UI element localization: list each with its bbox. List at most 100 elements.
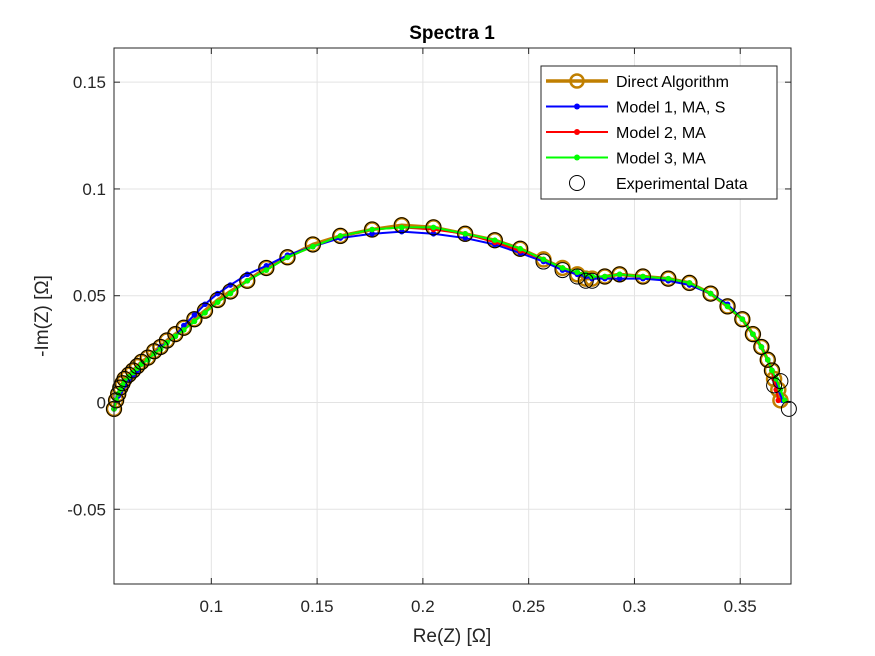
data-point bbox=[540, 256, 547, 263]
data-point bbox=[186, 311, 203, 328]
y-tick-label: 0.1 bbox=[82, 180, 106, 199]
legend-label: Direct Algorithm bbox=[616, 74, 729, 91]
series-layer bbox=[105, 216, 797, 418]
data-point bbox=[202, 301, 208, 308]
data-point bbox=[139, 349, 156, 366]
data-point bbox=[602, 273, 608, 280]
data-point bbox=[364, 221, 381, 238]
data-point bbox=[660, 270, 677, 287]
x-tick-label: 0.35 bbox=[724, 597, 757, 616]
data-point bbox=[554, 262, 571, 279]
legend-entry-experimental-data: Experimental Data bbox=[569, 175, 748, 193]
data-point bbox=[753, 338, 770, 355]
data-point bbox=[304, 236, 321, 253]
data-point bbox=[120, 366, 137, 383]
data-point bbox=[332, 227, 349, 244]
data-point bbox=[569, 268, 586, 285]
data-point bbox=[772, 373, 789, 390]
data-point bbox=[258, 259, 275, 276]
data-point bbox=[574, 269, 581, 276]
legend-swatch-marker bbox=[569, 175, 585, 191]
series-experimental-data bbox=[106, 217, 797, 417]
data-point bbox=[686, 280, 693, 286]
x-tick-label: 0.3 bbox=[623, 597, 647, 616]
data-point bbox=[310, 243, 316, 250]
data-point bbox=[611, 266, 628, 283]
data-point bbox=[724, 303, 731, 310]
y-tick-label: 0 bbox=[97, 393, 106, 412]
data-point bbox=[758, 344, 765, 350]
data-point bbox=[209, 291, 226, 308]
data-point bbox=[191, 318, 198, 325]
data-point bbox=[158, 332, 175, 349]
data-point bbox=[214, 290, 221, 297]
data-point bbox=[227, 290, 234, 297]
legend-entries: Direct Algorithm Model 1, MA, S Model 2, M… bbox=[546, 73, 748, 193]
data-point bbox=[462, 230, 468, 237]
data-point bbox=[239, 272, 256, 289]
legend[interactable]: Direct Algorithm Model 1, MA, S Model 2, M… bbox=[540, 65, 778, 200]
data-point bbox=[369, 230, 375, 237]
legend-swatch-marker bbox=[569, 73, 585, 89]
legend-entry-model-2-ma: Model 2, MA bbox=[546, 125, 706, 142]
data-point bbox=[734, 311, 751, 328]
data-point bbox=[462, 235, 468, 241]
data-point bbox=[457, 225, 474, 242]
legend-entry-model-1-ma-s: Model 1, MA, S bbox=[546, 100, 725, 117]
data-point bbox=[430, 224, 437, 231]
legend-swatch-marker bbox=[574, 103, 580, 110]
x-tick-label: 0.2 bbox=[411, 597, 435, 616]
legend-entry-direct-algorithm: Direct Algorithm bbox=[546, 73, 729, 91]
data-point bbox=[535, 253, 552, 270]
y-tick-label: 0.15 bbox=[73, 73, 106, 92]
data-point bbox=[634, 268, 651, 285]
legend-label: Experimental Data bbox=[616, 176, 748, 193]
data-point bbox=[707, 290, 714, 297]
data-point bbox=[125, 362, 142, 379]
data-point bbox=[425, 219, 442, 236]
data-point bbox=[486, 232, 503, 249]
data-point bbox=[227, 282, 234, 288]
data-point bbox=[244, 277, 251, 284]
data-point bbox=[681, 274, 698, 291]
data-point bbox=[616, 275, 623, 282]
data-point bbox=[398, 224, 405, 231]
data-point bbox=[263, 267, 270, 273]
data-point bbox=[577, 272, 594, 289]
x-tick-label: 0.15 bbox=[301, 597, 334, 616]
data-point bbox=[244, 271, 251, 278]
data-point bbox=[744, 326, 761, 343]
data-point bbox=[393, 217, 410, 234]
data-point bbox=[780, 400, 797, 417]
data-point bbox=[369, 226, 375, 233]
legend-swatch-marker bbox=[574, 154, 580, 161]
data-point bbox=[616, 271, 623, 278]
y-axis-label: -Im(Z) [Ω] bbox=[32, 275, 53, 357]
legend-swatch-marker bbox=[574, 129, 580, 135]
data-point bbox=[775, 397, 782, 404]
data-point bbox=[222, 283, 239, 300]
data-point bbox=[739, 316, 746, 323]
legend-label: Model 1, MA, S bbox=[616, 100, 725, 117]
data-point bbox=[181, 322, 187, 329]
data-point bbox=[129, 358, 146, 375]
data-point bbox=[337, 233, 344, 239]
data-point bbox=[719, 298, 736, 315]
y-tick-label: -0.05 bbox=[67, 500, 106, 519]
data-point bbox=[116, 370, 133, 387]
data-point bbox=[263, 263, 270, 269]
chart-title: Spectra 1 bbox=[409, 23, 495, 44]
data-point bbox=[512, 240, 529, 257]
data-point bbox=[284, 254, 291, 261]
plot-frame bbox=[113, 47, 792, 585]
data-point bbox=[764, 356, 771, 363]
legend-entry-model-3-ma: Model 3, MA bbox=[546, 151, 706, 168]
data-point bbox=[191, 312, 198, 318]
data-point bbox=[759, 351, 776, 368]
data-point bbox=[114, 375, 131, 392]
data-point bbox=[196, 302, 213, 319]
data-point bbox=[152, 338, 169, 355]
data-point bbox=[517, 245, 523, 252]
legend-label: Model 3, MA bbox=[616, 151, 706, 168]
